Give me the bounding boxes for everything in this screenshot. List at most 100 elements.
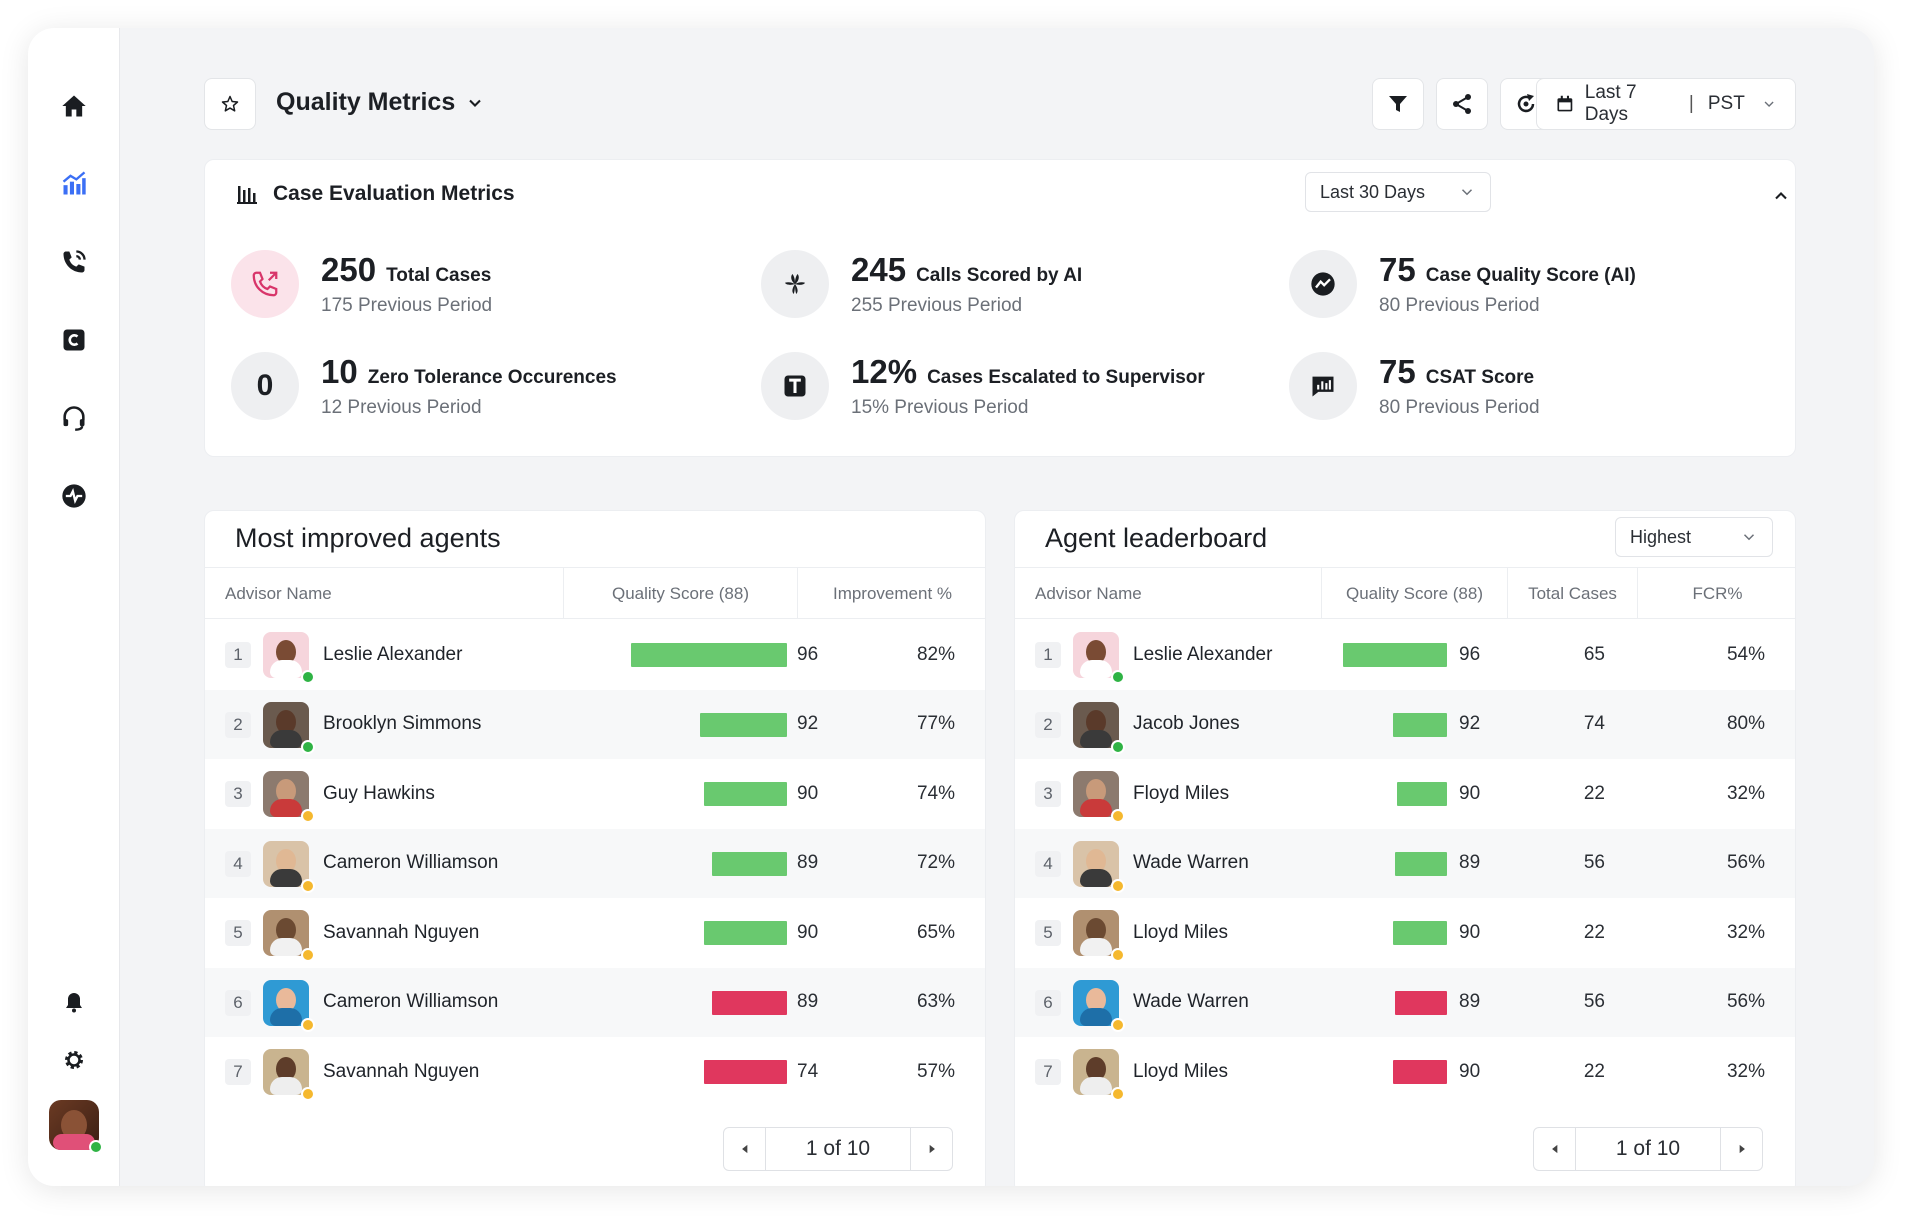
metric-previous: 80 Previous Period (1379, 397, 1540, 418)
avatar[interactable] (263, 840, 315, 893)
status-dot (1111, 878, 1125, 893)
avatar[interactable] (263, 632, 315, 684)
advisor-name[interactable]: Savannah Nguyen (323, 1060, 480, 1082)
table-row[interactable]: 2 Brooklyn Simmons 92 77% (205, 689, 985, 759)
avatar[interactable] (263, 701, 315, 754)
table-row[interactable]: 4 Wade Warren 89 56 56% (1015, 828, 1795, 898)
quality-score-bar (704, 921, 787, 945)
chevron-up-icon (1775, 192, 1787, 200)
advisor-name[interactable]: Cameron Williamson (323, 991, 499, 1012)
avatar[interactable] (1073, 771, 1125, 823)
table-row[interactable]: 3 Guy Hawkins 90 74% (205, 759, 985, 829)
next-page-button[interactable] (910, 1128, 952, 1170)
avatar[interactable] (1073, 1049, 1125, 1101)
table-row[interactable]: 5 Savannah Nguyen 90 65% (205, 898, 985, 968)
fcr-value: 56% (1726, 852, 1765, 873)
avatar[interactable] (1073, 701, 1125, 754)
period-select[interactable]: Last 30 Days (1305, 172, 1491, 212)
analytics-icon[interactable] (50, 160, 98, 208)
headset-icon[interactable] (50, 394, 98, 442)
rank-badge: 5 (225, 920, 251, 946)
advisor-name[interactable]: Leslie Alexander (323, 643, 463, 665)
settings-icon[interactable] (50, 1036, 98, 1084)
advisor-name[interactable]: Brooklyn Simmons (323, 713, 482, 734)
improvement-value: 74% (916, 782, 955, 804)
phone-call-icon[interactable] (50, 238, 98, 286)
col-advisor-name[interactable]: Advisor Name (225, 583, 332, 603)
advisor-name[interactable]: Savannah Nguyen (323, 921, 480, 943)
advisor-name[interactable]: Cameron Williamson (323, 852, 499, 873)
rank-badge: 4 (1035, 850, 1061, 877)
advisor-name[interactable]: Wade Warren (1133, 991, 1249, 1012)
refresh-icon (1517, 94, 1535, 113)
activity-icon[interactable] (50, 472, 98, 520)
user-avatar[interactable] (49, 1100, 103, 1154)
prev-page-button[interactable] (724, 1128, 766, 1170)
period-select-value: Last 30 Days (1320, 181, 1426, 202)
metric-value: 12% (851, 353, 918, 390)
bar-chart-icon (237, 186, 257, 204)
share-button[interactable] (1436, 78, 1488, 130)
chevron-down-icon (1461, 189, 1473, 196)
improvement-value: 72% (916, 852, 955, 873)
col-fcr[interactable]: FCR% (1637, 568, 1797, 619)
filter-button[interactable] (1372, 78, 1424, 130)
prev-page-button[interactable] (1534, 1128, 1576, 1170)
advisor-name[interactable]: Lloyd Miles (1133, 921, 1229, 943)
fcr-value: 32% (1726, 1060, 1765, 1082)
caret-left-icon (1551, 1144, 1557, 1154)
col-quality-score[interactable]: Quality Score (88) (563, 568, 797, 619)
advisor-name[interactable]: Jacob Jones (1133, 713, 1240, 734)
status-dot (301, 670, 315, 684)
advisor-name[interactable]: Floyd Miles (1133, 782, 1230, 804)
table-row[interactable]: 7 Savannah Nguyen 74 57% (205, 1037, 985, 1107)
case-icon[interactable] (50, 316, 98, 364)
table-row[interactable]: 1 Leslie Alexander 96 82% (205, 620, 985, 690)
app-window: Quality Metrics Last 7 Days | PST Case E… (28, 28, 1874, 1186)
quality-score-bar (1393, 1060, 1447, 1084)
page-title[interactable]: Quality Metrics (276, 88, 485, 117)
table-row[interactable]: 7 Lloyd Miles 90 22 32% (1015, 1037, 1795, 1107)
total-cases-value: 65 (1583, 643, 1605, 665)
avatar[interactable] (263, 910, 315, 962)
quality-score-bar (700, 712, 787, 737)
date-range-label: Last 7 Days (1584, 82, 1637, 125)
table-row[interactable]: 6 Cameron Williamson 89 63% (205, 967, 985, 1037)
avatar[interactable] (263, 1049, 315, 1101)
favorite-button[interactable] (204, 78, 256, 130)
table-row[interactable]: 5 Lloyd Miles 90 22 32% (1015, 898, 1795, 968)
chevron-down-icon (1764, 101, 1774, 107)
col-total-cases[interactable]: Total Cases (1507, 568, 1637, 619)
avatar[interactable] (263, 771, 315, 823)
avatar[interactable] (1073, 840, 1125, 893)
col-quality-score[interactable]: Quality Score (88) (1321, 568, 1507, 619)
caret-left-icon (741, 1144, 747, 1154)
home-icon[interactable] (50, 82, 98, 130)
bell-icon[interactable] (50, 978, 98, 1026)
csat-chat-icon (1289, 352, 1357, 420)
table-row[interactable]: 1 Leslie Alexander 96 65 54% (1015, 620, 1795, 690)
advisor-name[interactable]: Guy Hawkins (323, 782, 435, 804)
table-row[interactable]: 6 Wade Warren 89 56 56% (1015, 967, 1795, 1037)
col-improvement[interactable]: Improvement % (797, 568, 987, 619)
collapse-button[interactable] (1767, 182, 1795, 210)
quality-score: 89 (1459, 852, 1481, 873)
col-advisor-name[interactable]: Advisor Name (1035, 583, 1142, 603)
caret-right-icon (1739, 1144, 1745, 1154)
advisor-name[interactable]: Wade Warren (1133, 852, 1249, 873)
rank-badge: 6 (225, 989, 251, 1016)
metric-label: Cases Escalated to Supervisor (927, 367, 1205, 388)
avatar[interactable] (1073, 910, 1125, 962)
sort-select[interactable]: Highest (1615, 517, 1773, 557)
avatar[interactable] (1073, 632, 1125, 684)
avatar[interactable] (263, 979, 315, 1032)
table-row[interactable]: 2 Jacob Jones 92 74 80% (1015, 689, 1795, 759)
avatar[interactable] (1073, 979, 1125, 1032)
table-row[interactable]: 4 Cameron Williamson 89 72% (205, 828, 985, 898)
date-range-select[interactable]: Last 7 Days | PST (1536, 78, 1796, 130)
table-row[interactable]: 3 Floyd Miles 90 22 32% (1015, 759, 1795, 829)
advisor-name[interactable]: Lloyd Miles (1133, 1060, 1229, 1082)
advisor-name[interactable]: Leslie Alexander (1133, 643, 1273, 665)
quality-score-bar (1393, 921, 1447, 945)
next-page-button[interactable] (1720, 1128, 1762, 1170)
